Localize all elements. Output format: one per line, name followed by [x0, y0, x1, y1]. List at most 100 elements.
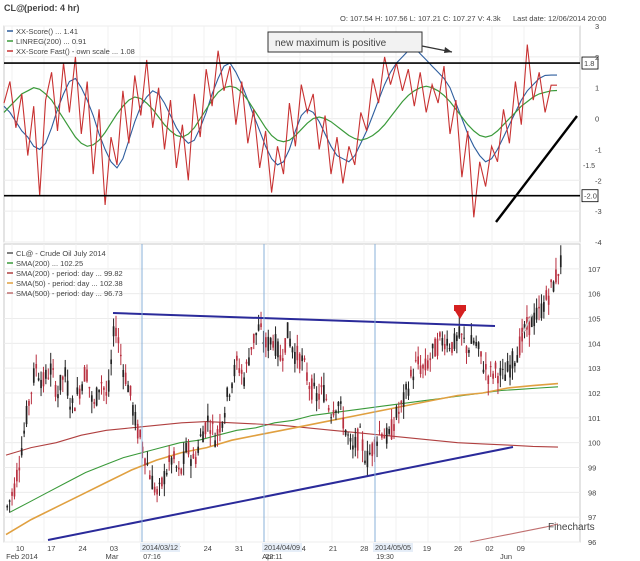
- watermark: Finecharts: [548, 522, 595, 533]
- candle-body: [57, 394, 59, 399]
- candle-body: [482, 369, 485, 373]
- legend-entry: SMA(500) - period: day ... 96.73: [16, 289, 123, 298]
- candle-body: [124, 372, 127, 384]
- date-marker-box: [140, 543, 180, 552]
- candle-body: [122, 369, 125, 378]
- down-arrow-marker: [455, 311, 465, 319]
- candle-body: [265, 337, 267, 348]
- date-marker-box: [262, 543, 302, 552]
- last-date: Last date: 12/06/2014 20:00: [513, 14, 606, 23]
- candle-body: [141, 446, 144, 452]
- candle-body: [151, 475, 154, 490]
- candle-body: [100, 381, 103, 384]
- oscillator-y-tick-label: 1: [595, 84, 599, 93]
- candle-body: [236, 355, 238, 361]
- candle-body: [405, 383, 407, 390]
- candle-body: [207, 415, 209, 421]
- candle-body: [170, 457, 173, 465]
- candle-body: [354, 436, 357, 448]
- candle-body: [281, 358, 284, 361]
- candle-body: [308, 386, 311, 390]
- candle-body: [117, 337, 120, 344]
- candle-body: [202, 431, 204, 443]
- x-tick-label: 24: [204, 544, 212, 553]
- candle-body: [243, 377, 245, 387]
- candle-body: [475, 341, 478, 346]
- candle-body: [530, 315, 533, 327]
- candle-body: [144, 458, 146, 466]
- candle-body: [64, 367, 67, 377]
- candle-body: [417, 356, 420, 365]
- candle-body: [13, 483, 16, 497]
- candle-body: [332, 410, 335, 416]
- candle-body: [49, 363, 52, 375]
- candle-body: [272, 341, 274, 348]
- chart-symbol: CL@: [4, 3, 25, 13]
- candle-body: [501, 368, 504, 370]
- candle-body: [262, 342, 265, 345]
- candle-body: [499, 367, 502, 376]
- candle-body: [465, 346, 468, 354]
- x-month-label: Mar: [106, 552, 119, 561]
- candle-body: [352, 445, 354, 450]
- candle-body: [453, 333, 456, 349]
- candle-body: [388, 428, 391, 434]
- candle-body: [286, 322, 289, 339]
- candle-body: [429, 358, 432, 361]
- candle-body: [514, 362, 516, 367]
- legend-entry: CL@ - Crude Oil July 2014: [16, 249, 106, 258]
- candle-body: [298, 353, 301, 370]
- candle-body: [538, 306, 540, 309]
- candle-body: [306, 372, 308, 381]
- price-y-tick-label: 100: [588, 439, 601, 448]
- candle-body: [523, 324, 526, 331]
- oscillator-y-tick-label: 0: [595, 115, 599, 124]
- candle-body: [103, 387, 105, 390]
- candle-body: [197, 446, 200, 453]
- candle-body: [337, 402, 340, 407]
- candle-body: [209, 430, 212, 434]
- candle-body: [325, 398, 328, 400]
- candle-body: [257, 324, 260, 331]
- candle-body: [158, 482, 161, 485]
- threshold-value-label: -2.0: [584, 192, 597, 201]
- candle-body: [378, 430, 381, 432]
- candle-body: [187, 442, 190, 455]
- candle-body: [528, 316, 531, 336]
- candle-body: [88, 386, 91, 389]
- candle-body: [28, 400, 30, 406]
- candle-body: [211, 421, 214, 424]
- candle-body: [40, 379, 42, 389]
- date-marker-time: 07:16: [143, 554, 161, 561]
- candle-body: [260, 323, 262, 328]
- annotation-callout: new maximum is positive: [267, 31, 453, 53]
- candle-body: [397, 411, 400, 414]
- oscillator-panel: 1.8 -2.0 -1.5 3 2 1 0 -1 -2 -3 -4 XX-Score() ... …: [3, 22, 602, 247]
- candle-body: [245, 361, 248, 364]
- candle-body: [95, 387, 98, 406]
- legend-entry: XX-Score() ... 1.41: [16, 27, 78, 36]
- candle-body: [25, 405, 28, 425]
- candle-body: [424, 358, 427, 371]
- candle-body: [376, 441, 378, 446]
- candle-body: [330, 417, 332, 419]
- candle-body: [296, 345, 299, 361]
- x-tick-label: 19: [423, 544, 431, 553]
- x-tick-label: 17: [47, 544, 55, 553]
- candle-body: [485, 364, 487, 370]
- ohlc-readout: O: 107.54 H: 107.56 L: 107.21 C: 107.27 …: [340, 14, 501, 23]
- x-tick-label: 09: [517, 544, 525, 553]
- candle-body: [414, 360, 417, 362]
- candle-body: [533, 312, 536, 327]
- price-y-tick-label: 101: [588, 414, 601, 423]
- candle-body: [477, 342, 480, 349]
- candle-body: [148, 475, 151, 480]
- x-tick-label: 26: [454, 544, 462, 553]
- support-trendline: [47, 446, 514, 541]
- candle-body: [161, 477, 163, 487]
- candle-body: [434, 338, 436, 357]
- candle-body: [480, 351, 482, 357]
- candle-body: [504, 374, 507, 381]
- candle-body: [518, 336, 521, 356]
- candle-body: [318, 393, 320, 400]
